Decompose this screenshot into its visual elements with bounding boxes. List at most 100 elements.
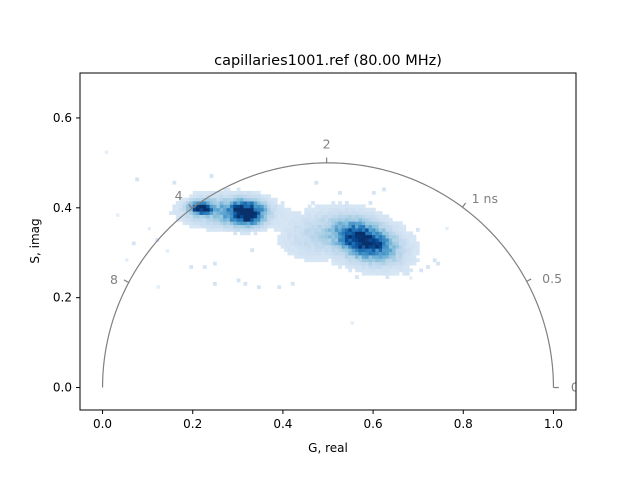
heatmap-cell [399,238,403,242]
heatmap-cell [192,190,197,195]
heatmap-cell [250,201,254,205]
heatmap-cell [260,217,265,222]
heatmap-cell [104,150,109,154]
heatmap-cell [209,217,214,222]
heatmap-cell [311,231,315,236]
heatmap-cell [405,248,410,253]
heatmap-cell [253,204,258,209]
heatmap-cell [378,254,383,259]
heatmap-cell [348,217,353,222]
heatmap-cell [240,201,244,205]
heatmap-cell [216,211,221,215]
heatmap-cell [246,204,251,209]
heatmap-cell [199,194,204,199]
heatmap-cell [223,224,227,229]
heatmap-cell [358,211,363,215]
heatmap-cell [392,254,397,259]
heatmap-cell [415,258,420,263]
heatmap-cell [324,234,329,239]
heatmap-cell [240,190,244,195]
heatmap-cell [233,221,238,226]
heatmap-cell [233,217,238,222]
heatmap-cell [297,217,302,222]
heatmap-cell [216,194,221,199]
heatmap-cell [368,238,373,242]
heatmap-cell [371,207,376,212]
heatmap-cell [395,234,400,239]
heatmap-cell [189,265,194,269]
heatmap-cell [338,217,342,222]
heatmap-cell [415,228,420,232]
heatmap-cell [365,268,369,273]
heatmap-cell [314,254,319,259]
heatmap-cell [196,204,200,209]
heatmap-cell [256,217,261,222]
heatmap-cell [300,221,305,226]
heatmap-cell [250,194,254,199]
heatmap-cell [368,214,373,219]
heatmap-cell [331,258,336,263]
heatmap-cell [189,201,194,205]
heatmap-cell [250,204,254,209]
heatmap-cell [273,224,278,229]
heatmap-cell [375,231,380,236]
heatmap-cell [324,254,329,259]
heatmap-cell [246,231,251,236]
heatmap-cell [344,201,349,205]
heatmap-cell [365,238,369,242]
x-tick-label: 0.6 [364,417,383,431]
heatmap-cell [328,217,332,222]
heatmap-cell [368,251,373,256]
heatmap-cell [300,241,305,246]
heatmap-cell [250,248,254,253]
heatmap-cell [250,211,254,215]
heatmap-cell [226,194,231,199]
heatmap-cell [202,194,207,199]
heatmap-cell [273,221,278,226]
heatmap-cell [331,251,336,256]
heatmap-cell [382,228,386,232]
heatmap-cell [368,207,373,212]
heatmap-cell [253,228,258,232]
heatmap-cell [202,190,207,195]
heatmap-cell [331,244,336,249]
heatmap-cell [260,204,265,209]
heatmap-cell [334,211,339,215]
heatmap-cell [338,241,342,246]
heatmap-cell [388,254,393,259]
heatmap-cell [256,190,261,195]
heatmap-cell [405,234,410,239]
heatmap-cell [361,241,366,246]
heatmap-cell [324,207,329,212]
heatmap-cell [223,197,227,202]
heatmap-cell [300,228,305,232]
heatmap-cell [328,224,332,229]
heatmap-cell [351,238,356,242]
heatmap-cell [189,224,194,229]
heatmap-cell [378,214,383,219]
heatmap-cell [287,207,292,212]
heatmap-cell [267,201,271,205]
heatmap-cell [392,258,397,263]
heatmap-cell [246,221,251,226]
heatmap-cell [256,214,261,219]
heatmap-cell [256,228,261,232]
heatmap-cell [223,194,227,199]
heatmap-cell [402,248,407,253]
heatmap-cell [287,224,292,229]
heatmap-cell [185,221,190,226]
heatmap-cell [338,228,342,232]
heatmap-cell [341,244,346,249]
heatmap-cell [287,221,292,226]
heatmap-cell [378,234,383,239]
heatmap-cell [344,234,349,239]
heatmap-cell [368,217,373,222]
heatmap-cell [246,217,251,222]
heatmap-cell [287,244,292,249]
heatmap-cell [253,190,258,195]
heatmap-cell [351,228,356,232]
heatmap-cell [324,204,329,209]
heatmap-cell [223,211,227,215]
heatmap-cell [233,228,238,232]
heatmap-cell [399,241,403,246]
